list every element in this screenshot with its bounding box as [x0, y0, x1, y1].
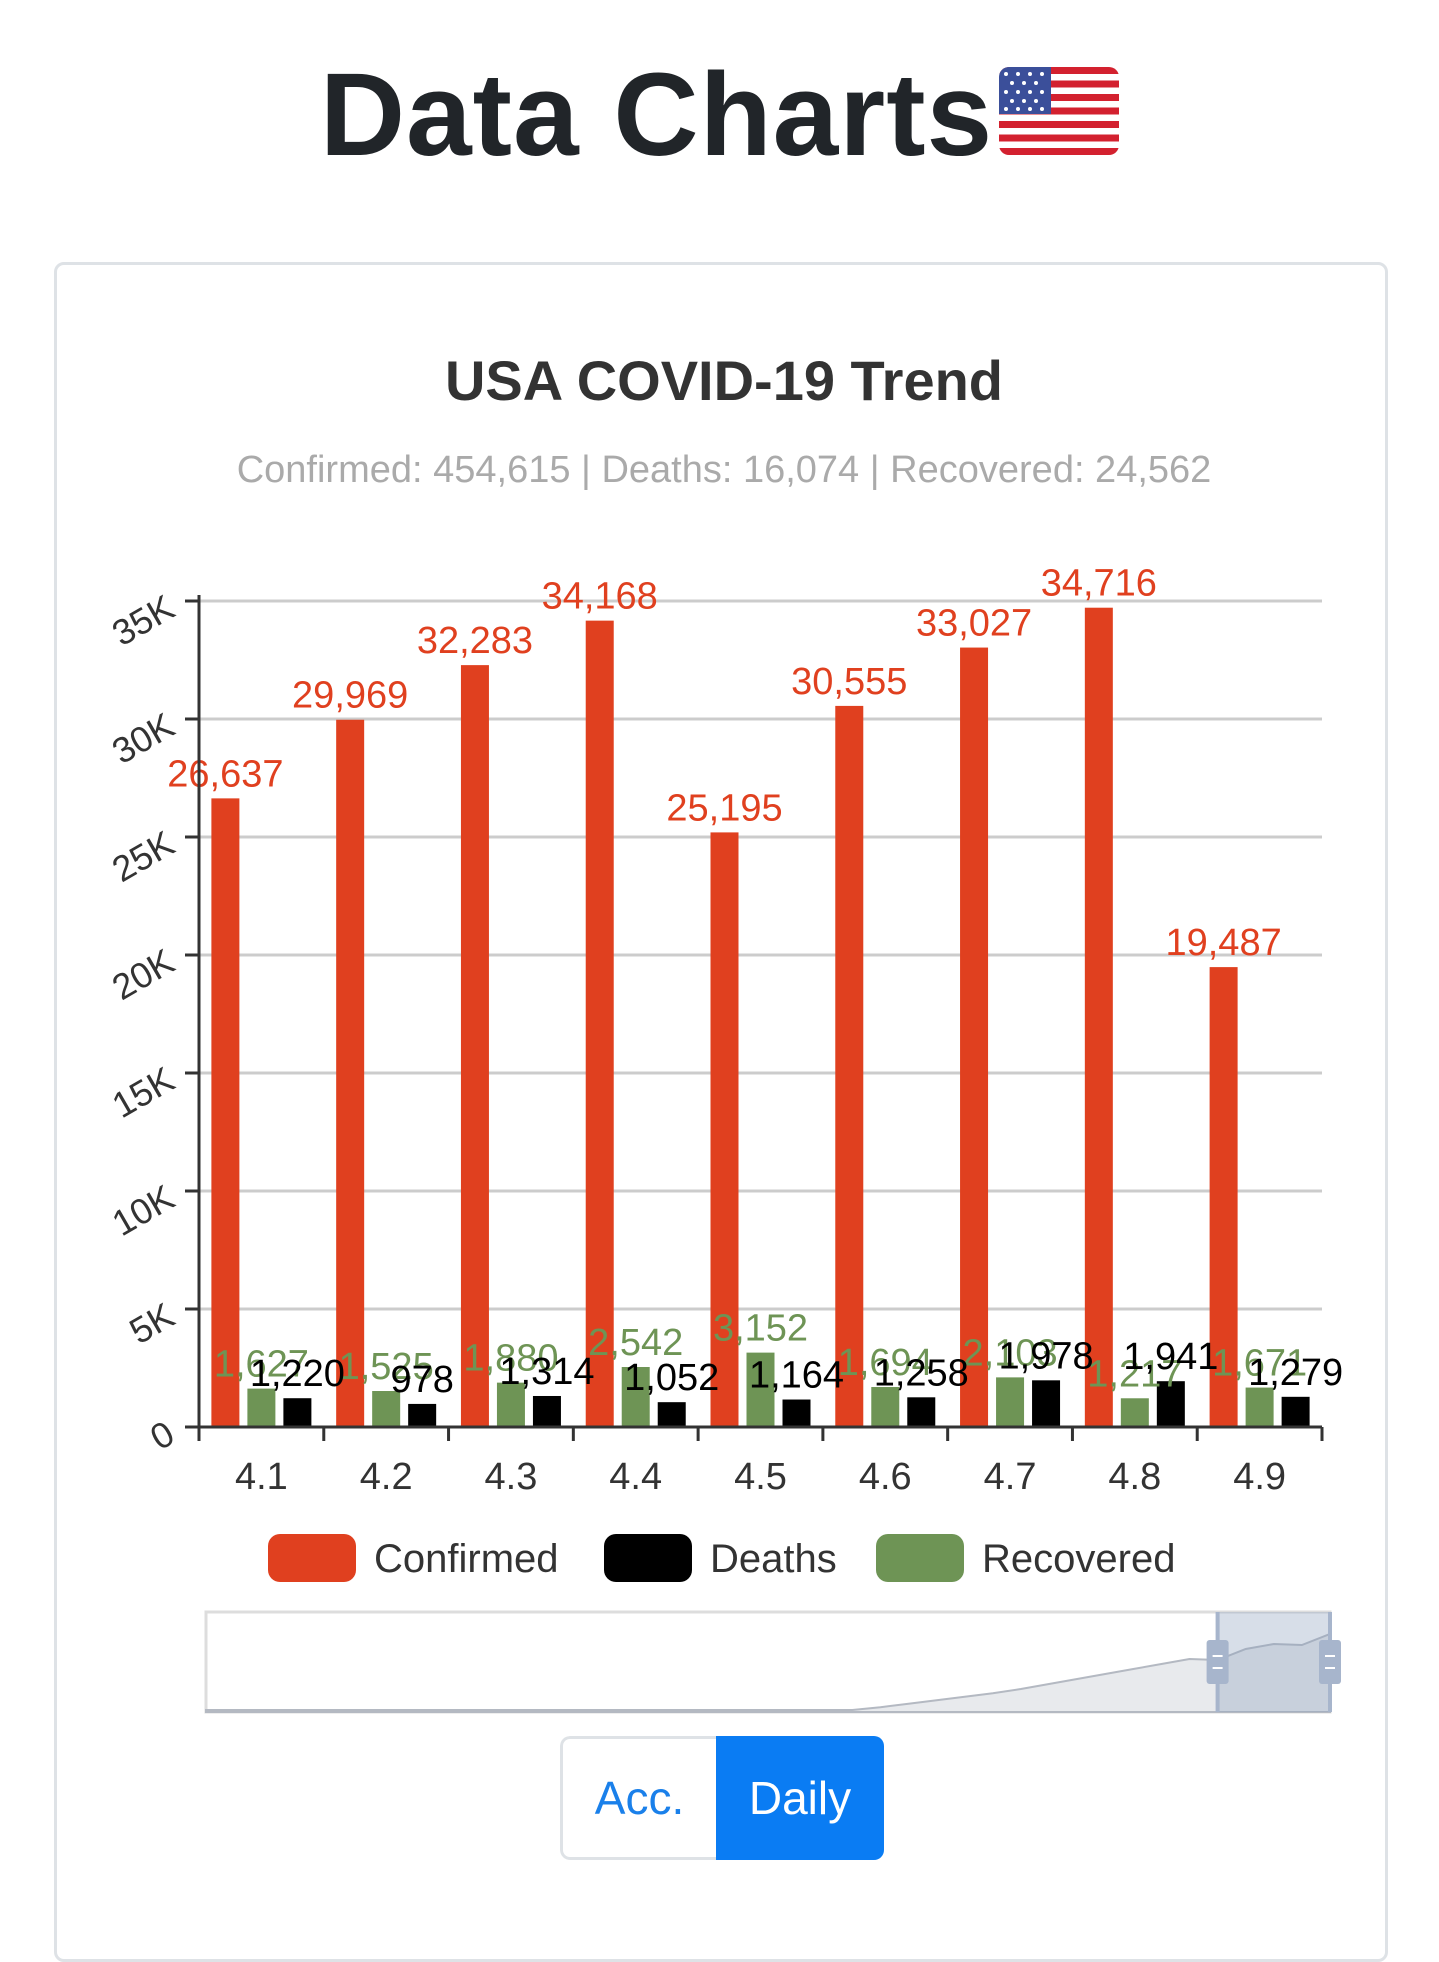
y-tick-label: 15K [105, 1058, 181, 1126]
legend-label: Recovered [982, 1537, 1175, 1581]
x-tick-label: 4.5 [734, 1456, 787, 1498]
bar-deaths [657, 1402, 686, 1427]
bar-confirmed [460, 665, 489, 1427]
bar-deaths [782, 1399, 811, 1427]
x-tick-label: 4.9 [1233, 1456, 1286, 1498]
legend-swatch [604, 1534, 692, 1582]
data-label-confirmed: 32,283 [417, 620, 533, 662]
bar-deaths [532, 1395, 561, 1427]
data-label-deaths: 978 [390, 1359, 453, 1401]
legend-item-deaths[interactable]: Deaths [604, 1534, 837, 1582]
bar-recovered [1120, 1398, 1149, 1427]
legend-label: Deaths [710, 1537, 837, 1581]
page-title: Data Charts [0, 50, 1439, 180]
data-label-recovered: 1,880 [463, 1338, 558, 1380]
data-label-recovered: 1,217 [1087, 1353, 1182, 1395]
data-zoom-slider[interactable] [204, 1610, 1341, 1714]
data-label-recovered: 1,694 [838, 1342, 933, 1384]
bar-recovered [996, 1377, 1025, 1427]
data-label-confirmed: 34,716 [1041, 563, 1157, 605]
bar-recovered [372, 1391, 401, 1427]
bar-recovered [746, 1352, 775, 1427]
x-tick-label: 4.4 [609, 1456, 662, 1498]
data-label-recovered: 1,525 [339, 1346, 434, 1388]
data-label-confirmed: 26,637 [167, 753, 283, 795]
bar-deaths [1281, 1396, 1310, 1427]
bar-deaths [283, 1398, 312, 1427]
bar-confirmed [211, 798, 240, 1427]
bar-confirmed [336, 719, 365, 1427]
x-tick-label: 4.6 [859, 1456, 912, 1498]
bars [211, 607, 1310, 1427]
legend-swatch [876, 1534, 964, 1582]
bar-confirmed [1209, 967, 1238, 1427]
acc-button[interactable]: Acc. [560, 1736, 716, 1860]
x-tick-label: 4.7 [984, 1456, 1037, 1498]
data-label-confirmed: 33,027 [916, 603, 1032, 645]
chart-subtitle: Confirmed: 454,615 | Deaths: 16,074 | Re… [237, 449, 1212, 491]
daily-button[interactable]: Daily [716, 1736, 884, 1860]
data-label-confirmed: 25,195 [666, 787, 782, 829]
data-label-deaths: 1,258 [874, 1352, 969, 1394]
data-label-confirmed: 29,969 [292, 675, 408, 717]
bar-confirmed [960, 647, 989, 1427]
zoom-preview-area [205, 1632, 1331, 1713]
y-tick-label: 35K [105, 586, 181, 654]
data-label-deaths: 1,220 [250, 1353, 345, 1395]
bar-deaths [1156, 1381, 1185, 1427]
x-tick-label: 4.3 [485, 1456, 538, 1498]
data-label-confirmed: 19,487 [1165, 922, 1281, 964]
legend-item-confirmed[interactable]: Confirmed [268, 1534, 559, 1582]
zoom-handle-left[interactable] [1206, 1612, 1229, 1712]
us-flag-icon [999, 50, 1120, 180]
data-label-recovered: 1,627 [214, 1344, 309, 1386]
legend-item-recovered[interactable]: Recovered [876, 1534, 1175, 1582]
legend-label: Confirmed [374, 1537, 559, 1581]
bar-recovered [247, 1388, 276, 1427]
data-label-confirmed: 30,555 [791, 661, 907, 703]
legend-swatch [268, 1534, 356, 1582]
zoom-handle-right[interactable] [1319, 1612, 1341, 1712]
page-title-text: Data Charts [319, 49, 994, 181]
x-tick-label: 4.1 [235, 1456, 288, 1498]
bar-recovered [621, 1367, 650, 1427]
data-label-recovered: 3,152 [713, 1308, 808, 1350]
bar-deaths [408, 1403, 437, 1427]
bar-confirmed [710, 832, 739, 1427]
y-tick-label: 20K [105, 940, 181, 1008]
data-label-deaths: 1,941 [1123, 1336, 1218, 1378]
data-label-deaths: 1,052 [624, 1357, 719, 1399]
bar-confirmed [1084, 607, 1113, 1427]
chart-title: USA COVID-19 Trend [445, 349, 1003, 412]
zoom-handle-grip [1319, 1640, 1341, 1684]
bar-deaths [1032, 1380, 1061, 1427]
legend[interactable]: Confirmed Deaths Recovered [268, 1534, 1175, 1582]
bar-deaths [907, 1397, 936, 1427]
x-tick-label: 4.2 [360, 1456, 413, 1498]
y-tick-label: 5K [122, 1294, 181, 1352]
bar-confirmed [835, 705, 864, 1427]
data-label-recovered: 2,103 [963, 1332, 1058, 1374]
data-label-confirmed: 34,168 [542, 576, 658, 618]
x-tick-label: 4.8 [1108, 1456, 1161, 1498]
data-label-recovered: 1,671 [1212, 1343, 1307, 1385]
zoom-handle-grip [1206, 1640, 1229, 1684]
y-tick-label: 0 [143, 1412, 181, 1458]
bar-recovered [1245, 1387, 1274, 1427]
data-label-deaths: 1,279 [1248, 1352, 1343, 1394]
data-label-deaths: 1,978 [999, 1335, 1094, 1377]
bar-recovered [496, 1382, 525, 1427]
data-label-deaths: 1,314 [499, 1351, 594, 1393]
bar-confirmed [585, 620, 614, 1427]
bar-recovered [871, 1387, 900, 1427]
grid-lines [199, 599, 1322, 1311]
data-label-deaths: 1,164 [749, 1355, 844, 1397]
data-label-recovered: 2,542 [588, 1322, 683, 1364]
zoom-window[interactable] [1217, 1612, 1330, 1712]
mode-toggle: Acc. Daily [560, 1736, 884, 1860]
covid-trend-chart: USA COVID-19 Trend Confirmed: 454,615 | … [105, 349, 1343, 1714]
y-tick-label: 25K [105, 822, 181, 890]
y-tick-label: 10K [105, 1176, 181, 1244]
